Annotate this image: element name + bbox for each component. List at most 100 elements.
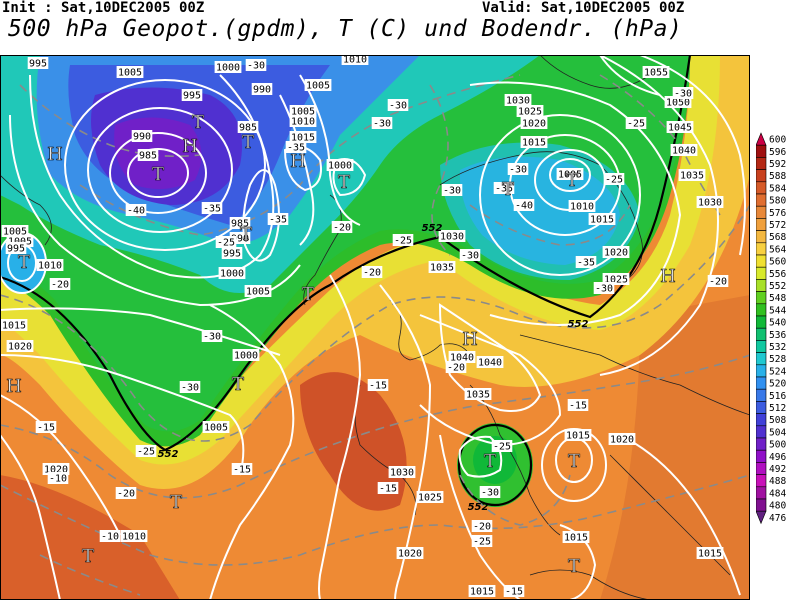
low-pressure-center: T (568, 451, 580, 472)
temperature-label-bg (361, 266, 383, 278)
pressure-label: 1015 (470, 587, 494, 598)
legend-color-box (756, 413, 767, 427)
legend-color-box (756, 169, 767, 183)
legend-color-box (756, 254, 767, 268)
pressure-label: 1010 (570, 202, 594, 213)
pressure-label-bg (564, 429, 592, 441)
pressure-label-bg (27, 57, 49, 69)
legend-level-label: 572 (769, 220, 786, 231)
contour-552-label: 552 (568, 319, 589, 330)
pressure-label-bg (244, 285, 272, 297)
pressure-label-bg (289, 131, 317, 143)
temperature-label-bg (99, 530, 121, 542)
pressure-label: 1030 (440, 232, 464, 243)
pressure-label-bg (696, 196, 724, 208)
temperature-label-bg (371, 117, 393, 129)
temperature-label-bg (35, 421, 57, 433)
temperature-label: -25 (627, 119, 645, 130)
legend-color-box (756, 132, 767, 146)
low-pressure-center: T (242, 132, 254, 153)
pressure-label: 1010 (122, 532, 146, 543)
legend-color-box (756, 218, 767, 231)
temperature-label: -35 (269, 215, 287, 226)
pressure-label-bg (214, 61, 242, 73)
legend-level-label: 552 (769, 281, 786, 292)
temperature-label: -25 (137, 447, 155, 458)
legend-labels: 6005965925885845805765725685645605565525… (769, 135, 786, 524)
pressure-label: 1035 (680, 171, 704, 182)
low-pressure-center: T (18, 252, 30, 273)
legend-level-label: 576 (769, 208, 786, 219)
temperature-label: -30 (247, 61, 265, 72)
temperature-label: -30 (389, 101, 407, 112)
legend-color-box (756, 474, 767, 488)
legend-color-box (756, 327, 767, 341)
legend-level-label: 600 (769, 135, 786, 146)
pressure-label-bg (36, 259, 64, 271)
pressure-label-bg (670, 144, 698, 156)
warm-east-area (600, 295, 750, 600)
pressure-label: 1015 (291, 133, 315, 144)
low-pressure-center: T (566, 170, 578, 191)
pressure-label: 990 (253, 85, 271, 96)
pressure-label: 1020 (604, 248, 628, 259)
pressure-label-bg (696, 547, 724, 559)
temperature-label: -10 (49, 474, 67, 485)
isotherms (0, 74, 750, 596)
temperature-label-bg (441, 184, 463, 196)
temperature-label-bg (135, 445, 157, 457)
pressure-label: 1010 (343, 55, 367, 66)
legend-level-label: 516 (769, 391, 786, 402)
pressure-label-bg (202, 421, 230, 433)
pressure-label-bg (416, 491, 444, 503)
pressure-label-bg (221, 247, 243, 259)
temperature-label-bg (459, 249, 481, 261)
pressure-label: 1030 (506, 96, 530, 107)
legend-level-label: 568 (769, 232, 786, 243)
pressure-label: 1015 (2, 321, 26, 332)
pressure-label: 1040 (450, 353, 474, 364)
temperature-label-bg (471, 520, 493, 532)
legend-color-box (756, 498, 767, 512)
temperature-label-bg (115, 487, 137, 499)
temperature-label-bg (491, 440, 513, 452)
temperature-label: -20 (51, 280, 69, 291)
pressure-label-bg (476, 356, 504, 368)
temperature-label: -35 (577, 258, 595, 269)
temperature-label: -30 (481, 488, 499, 499)
low-pressure-center: T (82, 546, 94, 567)
temperature-label: -35 (203, 204, 221, 215)
legend-level-label: 592 (769, 159, 786, 170)
pressure-label: 1000 (216, 63, 240, 74)
temperature-label-bg (479, 486, 501, 498)
isobars (0, 55, 746, 600)
legend-level-label: 512 (769, 403, 786, 414)
pressure-label: 985 (139, 151, 157, 162)
low-pressure-center: T (568, 556, 580, 577)
pressure-label-bg (326, 159, 354, 171)
temperature-label-bg (392, 234, 414, 246)
temperature-label-bg (231, 463, 253, 475)
temperature-label: -15 (233, 465, 251, 476)
pressure-label-bg (304, 79, 332, 91)
legend-level-label: 564 (769, 244, 786, 255)
legend-level-label: 488 (769, 476, 786, 487)
temperature-label: -25 (605, 175, 623, 186)
temperature-label-bg (245, 59, 267, 71)
legend-color-box (756, 462, 767, 475)
pressure-label-bg (642, 66, 670, 78)
temperature-label: -15 (369, 381, 387, 392)
pressure-label-bg (468, 585, 496, 597)
temperature-label: -15 (379, 484, 397, 495)
pressure-label: 995 (29, 59, 47, 70)
pressure-label: 990 (133, 132, 151, 143)
legend-level-label: 536 (769, 330, 786, 341)
high-pressure-center: H (182, 136, 198, 157)
legend-color-box (756, 364, 767, 378)
pressure-label: 1050 (666, 98, 690, 109)
pressure-label: 1020 (522, 119, 546, 130)
legend-level-label: 584 (769, 183, 786, 194)
legend-color-box (756, 303, 767, 317)
temperature-label: -30 (595, 284, 613, 295)
pressure-label-bg (516, 105, 544, 117)
